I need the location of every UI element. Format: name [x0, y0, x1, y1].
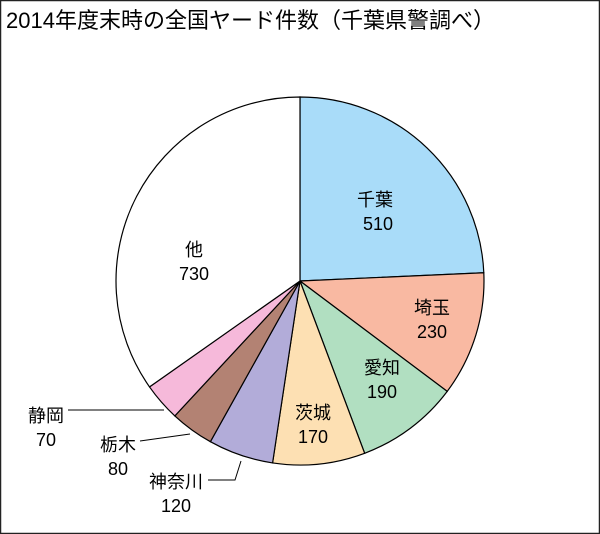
slice-label-other-value: 730 — [179, 264, 209, 284]
slice-label-aichi-name: 愛知 — [364, 358, 400, 378]
pie-slices — [115, 96, 485, 466]
slice-label-tochigi-value: 80 — [108, 459, 128, 479]
slice-label-aichi-value: 190 — [367, 382, 397, 402]
slice-label-chiba-name: 千葉 — [357, 190, 393, 210]
pie-slice-2 — [298, 272, 485, 393]
leader-line-kanagawa — [208, 460, 242, 481]
pie-slice-8 — [115, 96, 301, 388]
slice-label-shizuoka-name: 静岡 — [28, 406, 64, 426]
pie-slice-1 — [299, 96, 485, 282]
slice-label-kanagawa-name: 神奈川 — [149, 472, 203, 492]
slice-label-saitama-name: 埼玉 — [414, 298, 450, 318]
leader-line-tochigi — [139, 433, 191, 442]
pie-slice-3 — [298, 279, 449, 455]
slice-label-shizuoka-value: 70 — [36, 430, 56, 450]
chart-title: 2014年度末時の全国ヤード件数（千葉県警調べ） — [6, 8, 495, 33]
slice-label-kanagawa-value: 120 — [161, 496, 191, 516]
slice-label-ibaraki-name: 茨城 — [295, 403, 331, 423]
slice-label-other-name: 他 — [185, 240, 203, 260]
slice-label-tochigi-name: 栃木 — [100, 435, 136, 455]
slice-label-saitama-value: 230 — [417, 322, 447, 342]
slice-label-chiba-value: 510 — [363, 214, 393, 234]
pie-slice-4 — [271, 278, 366, 466]
slice-label-ibaraki-value: 170 — [298, 427, 328, 447]
